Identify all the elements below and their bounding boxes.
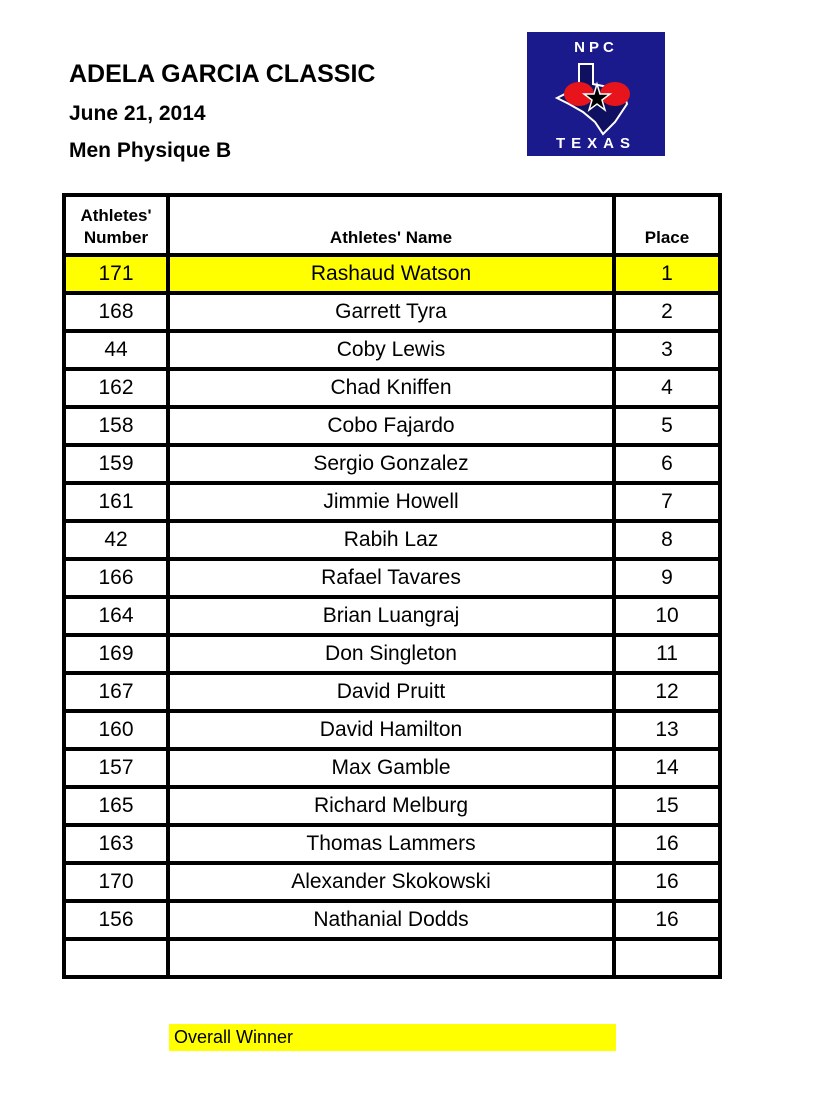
athlete-number-cell bbox=[66, 941, 166, 975]
athlete-name-cell: Don Singleton bbox=[170, 637, 612, 671]
header-athlete-name: Athletes' Name bbox=[170, 197, 612, 253]
athlete-place-cell: 16 bbox=[616, 827, 718, 861]
header-athlete-number: Athletes' Number bbox=[66, 197, 166, 253]
athlete-place-cell: 16 bbox=[616, 903, 718, 937]
athlete-place-cell: 3 bbox=[616, 333, 718, 367]
athlete-number-cell: 170 bbox=[66, 865, 166, 899]
athlete-name-cell: David Pruitt bbox=[170, 675, 612, 709]
npc-texas-logo: NPC TEXAS bbox=[527, 32, 665, 156]
event-class: Men Physique B bbox=[69, 139, 232, 162]
athlete-name-cell: Garrett Tyra bbox=[170, 295, 612, 329]
athlete-place-cell: 1 bbox=[616, 257, 718, 291]
athlete-number-cell: 169 bbox=[66, 637, 166, 671]
athlete-place-cell: 6 bbox=[616, 447, 718, 481]
athlete-place-cell: 13 bbox=[616, 713, 718, 747]
event-title: ADELA GARCIA CLASSIC bbox=[69, 60, 376, 88]
athlete-number-cell: 171 bbox=[66, 257, 166, 291]
svg-text:NPC: NPC bbox=[574, 39, 618, 56]
athlete-number-cell: 156 bbox=[66, 903, 166, 937]
athlete-name-cell: Alexander Skokowski bbox=[170, 865, 612, 899]
athlete-number-cell: 44 bbox=[66, 333, 166, 367]
legend-overall-winner: Overall Winner bbox=[169, 1024, 616, 1051]
athlete-place-cell: 15 bbox=[616, 789, 718, 823]
athlete-name-cell: Nathanial Dodds bbox=[170, 903, 612, 937]
athlete-number-cell: 168 bbox=[66, 295, 166, 329]
athlete-place-cell bbox=[616, 941, 718, 975]
svg-text:TEXAS: TEXAS bbox=[556, 135, 636, 152]
athlete-number-cell: 160 bbox=[66, 713, 166, 747]
athlete-name-cell: Richard Melburg bbox=[170, 789, 612, 823]
athlete-name-cell: Coby Lewis bbox=[170, 333, 612, 367]
athlete-name-cell: Cobo Fajardo bbox=[170, 409, 612, 443]
athlete-place-cell: 14 bbox=[616, 751, 718, 785]
athlete-number-cell: 167 bbox=[66, 675, 166, 709]
athlete-name-cell: Rashaud Watson bbox=[170, 257, 612, 291]
athlete-name-cell: Rabih Laz bbox=[170, 523, 612, 557]
results-table: Athletes' Number Athletes' Name Place 17… bbox=[62, 193, 722, 979]
athlete-name-cell: Rafael Tavares bbox=[170, 561, 612, 595]
athlete-number-cell: 42 bbox=[66, 523, 166, 557]
athlete-number-cell: 164 bbox=[66, 599, 166, 633]
athlete-place-cell: 10 bbox=[616, 599, 718, 633]
athlete-number-cell: 157 bbox=[66, 751, 166, 785]
athlete-place-cell: 12 bbox=[616, 675, 718, 709]
athlete-name-cell: Chad Kniffen bbox=[170, 371, 612, 405]
athlete-number-cell: 158 bbox=[66, 409, 166, 443]
athlete-name-cell: David Hamilton bbox=[170, 713, 612, 747]
athlete-name-cell: Brian Luangraj bbox=[170, 599, 612, 633]
athlete-place-cell: 5 bbox=[616, 409, 718, 443]
athlete-place-cell: 4 bbox=[616, 371, 718, 405]
event-date: June 21, 2014 bbox=[69, 102, 206, 125]
athlete-place-cell: 7 bbox=[616, 485, 718, 519]
athlete-name-cell bbox=[170, 941, 612, 975]
athlete-place-cell: 16 bbox=[616, 865, 718, 899]
header-place: Place bbox=[616, 197, 718, 253]
header-line: Number bbox=[83, 228, 149, 247]
athlete-number-cell: 165 bbox=[66, 789, 166, 823]
athlete-place-cell: 8 bbox=[616, 523, 718, 557]
athlete-number-cell: 162 bbox=[66, 371, 166, 405]
athlete-place-cell: 11 bbox=[616, 637, 718, 671]
athlete-number-cell: 163 bbox=[66, 827, 166, 861]
athlete-number-cell: 166 bbox=[66, 561, 166, 595]
athlete-name-cell: Max Gamble bbox=[170, 751, 612, 785]
athlete-number-cell: 161 bbox=[66, 485, 166, 519]
header-line: Athletes' bbox=[80, 206, 152, 225]
athlete-name-cell: Sergio Gonzalez bbox=[170, 447, 612, 481]
athlete-place-cell: 2 bbox=[616, 295, 718, 329]
athlete-name-cell: Jimmie Howell bbox=[170, 485, 612, 519]
athlete-name-cell: Thomas Lammers bbox=[170, 827, 612, 861]
athlete-place-cell: 9 bbox=[616, 561, 718, 595]
athlete-number-cell: 159 bbox=[66, 447, 166, 481]
